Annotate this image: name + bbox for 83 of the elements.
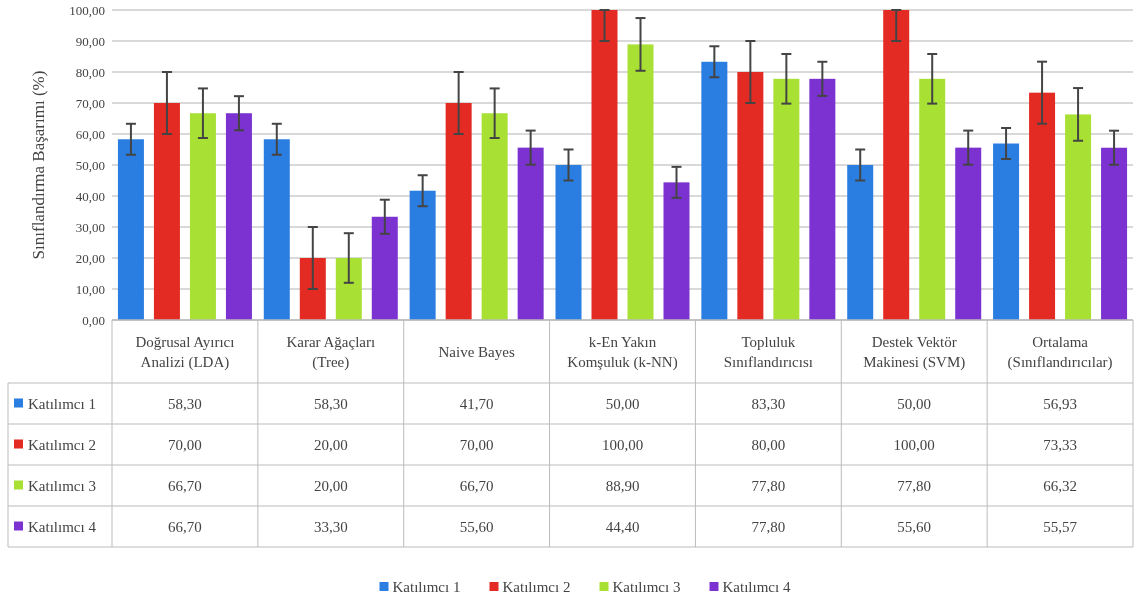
- data-label: 50,00: [605, 395, 640, 412]
- data-label: 77,80: [751, 518, 786, 535]
- bar: [993, 143, 1020, 320]
- x-tick-label: Karar Ağaçları (Tree): [286, 333, 376, 371]
- y-tick-label: 100,00: [69, 2, 105, 18]
- text: Katılımcı 2: [502, 579, 571, 595]
- bar: [809, 78, 836, 320]
- y-tick-label: 70,00: [75, 95, 105, 111]
- bar: [517, 147, 544, 320]
- x-tick-label: Doğrusal Ayırıcı Analizi (LDA): [135, 333, 235, 371]
- bar: [153, 103, 180, 320]
- data-label: 66,70: [168, 477, 202, 494]
- text: Katılımcı 3: [612, 579, 681, 595]
- bar: [335, 258, 362, 320]
- data-label: 56,93: [1043, 395, 1077, 412]
- y-tick-label: 0,00: [82, 312, 105, 328]
- y-tick-label: 90,00: [75, 33, 105, 49]
- bar: [299, 258, 326, 320]
- text: Katılımcı 1: [392, 579, 461, 595]
- bar: [1065, 114, 1092, 320]
- x-tick-label: Ortalama (Sınıflandırıcılar): [1007, 333, 1113, 371]
- data-label: 77,80: [897, 477, 932, 494]
- data-label: 20,00: [313, 477, 348, 494]
- bar: [555, 165, 582, 320]
- data-label: 44,40: [605, 518, 640, 535]
- bar: [663, 182, 690, 320]
- bar: [481, 113, 508, 320]
- y-tick-label: 20,00: [75, 250, 105, 266]
- x-tick-label: Topluluk Sınıflandırıcısı: [723, 333, 813, 370]
- bar: [371, 216, 398, 320]
- data-label: 88,90: [605, 477, 640, 494]
- y-tick-label: 40,00: [75, 188, 105, 204]
- data-label: 70,00: [168, 436, 202, 453]
- bar: [409, 190, 436, 320]
- data-label: 55,60: [459, 518, 494, 535]
- bar: [737, 72, 764, 320]
- data-label: 80,00: [751, 436, 786, 453]
- data-label: 77,80: [751, 477, 786, 494]
- bar: [627, 44, 654, 320]
- legend-label: Katılımcı 2: [28, 436, 96, 453]
- bar: [1101, 147, 1128, 320]
- bar: [225, 113, 252, 320]
- data-label: 50,00: [897, 395, 932, 412]
- x-tick-label: Naive Bayes: [438, 343, 515, 360]
- bar: [189, 113, 216, 320]
- y-tick-label: 50,00: [75, 157, 105, 173]
- bar: [445, 103, 472, 320]
- bar: [773, 78, 800, 320]
- bar: [591, 10, 618, 320]
- bar: [919, 78, 946, 320]
- bar: [1029, 92, 1056, 320]
- data-label: 20,00: [313, 436, 348, 453]
- bar: [955, 147, 982, 320]
- data-label: 100,00: [601, 436, 644, 453]
- y-tick-label: 30,00: [75, 219, 105, 235]
- data-label: 58,30: [313, 395, 348, 412]
- data-label: 55,57: [1043, 518, 1078, 535]
- bar: [847, 165, 874, 320]
- bar: [117, 139, 144, 320]
- data-label: 58,30: [168, 395, 202, 412]
- bar: [701, 61, 728, 320]
- data-label: 83,30: [751, 395, 786, 412]
- y-tick-label: 10,00: [75, 281, 105, 297]
- data-label: 66,32: [1043, 477, 1077, 494]
- data-label: 33,30: [313, 518, 348, 535]
- data-label: 100,00: [893, 436, 935, 453]
- legend-label: Katılımcı 3: [28, 477, 96, 494]
- y-tick-label: 80,00: [75, 64, 105, 80]
- data-label: 55,60: [897, 518, 932, 535]
- data-label: 41,70: [459, 395, 494, 412]
- data-label: 66,70: [459, 477, 494, 494]
- bar: [883, 10, 910, 320]
- legend-label: Katılımcı 1: [28, 395, 96, 412]
- legend-label: Katılımcı 4: [28, 518, 97, 535]
- y-tick-label: 60,00: [75, 126, 105, 142]
- data-label: 66,70: [168, 518, 202, 535]
- text: Katılımcı 4: [722, 579, 791, 595]
- y-axis-title: Sınıflandırma Başarımı (%): [29, 70, 48, 260]
- data-label: 70,00: [459, 436, 494, 453]
- bar: [263, 139, 290, 320]
- data-label: 73,33: [1043, 436, 1077, 453]
- x-tick-label: k-En Yakın Komşuluk (k-NN): [567, 333, 678, 371]
- x-tick-label: Destek Vektör Makinesi (SVM): [863, 333, 966, 371]
